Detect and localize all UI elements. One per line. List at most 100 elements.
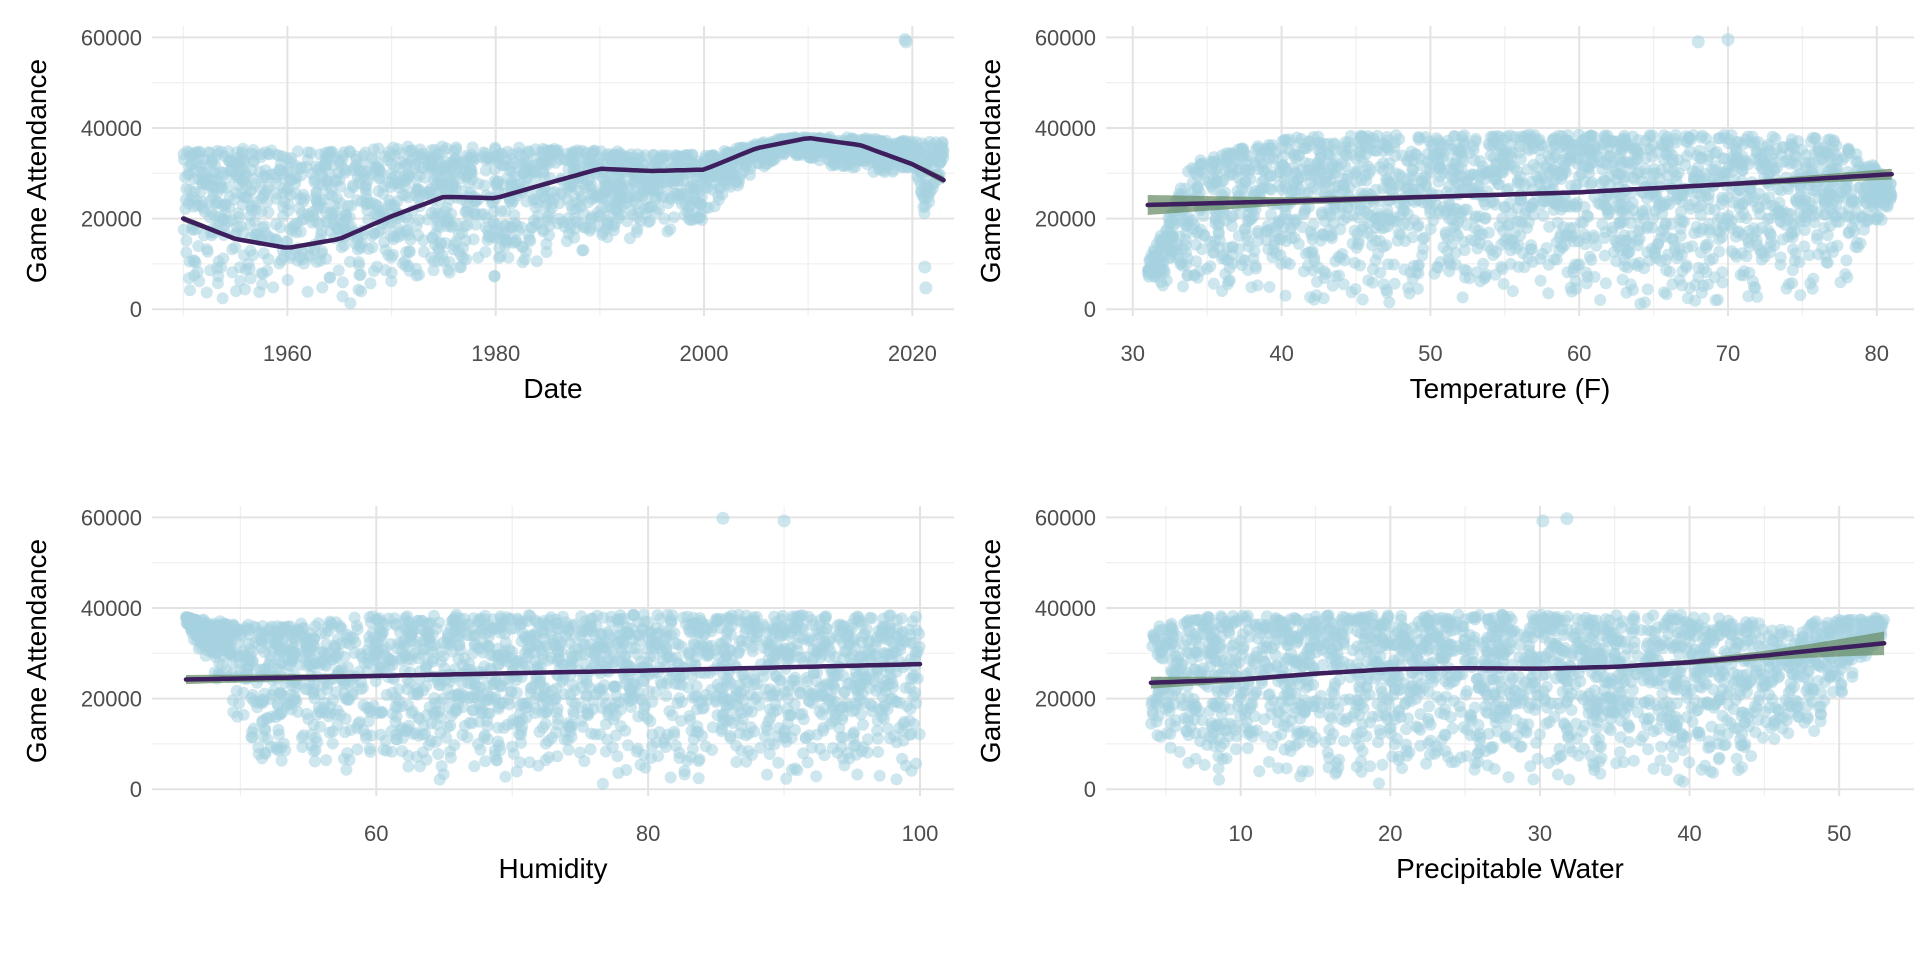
point [1537, 172, 1550, 185]
point [1537, 209, 1550, 222]
point [1460, 264, 1473, 277]
point [1816, 242, 1829, 255]
point [1406, 231, 1419, 244]
point [399, 611, 412, 624]
point [1580, 277, 1593, 290]
point [491, 176, 503, 189]
point [1476, 228, 1489, 241]
point [543, 229, 556, 242]
point [1492, 138, 1505, 151]
point [566, 203, 579, 216]
point [1771, 183, 1784, 196]
point [822, 153, 835, 166]
point [352, 283, 365, 296]
point [369, 198, 382, 211]
point [1649, 205, 1662, 218]
point [1660, 264, 1673, 276]
point [1424, 207, 1437, 219]
point [385, 266, 398, 279]
point [1795, 195, 1808, 208]
point [1780, 282, 1793, 295]
point [421, 186, 433, 199]
point [1329, 270, 1342, 283]
panel-temperature: 0 20000 40000 60000 30 40 50 60 70 80 Temperature … [960, 0, 1920, 480]
point [1318, 265, 1330, 278]
point [1317, 292, 1330, 305]
point [1582, 210, 1595, 223]
point [347, 181, 360, 194]
point [1567, 262, 1580, 275]
point [1474, 275, 1487, 288]
point [1600, 148, 1613, 161]
point [1191, 180, 1203, 193]
point [667, 211, 680, 224]
point [1413, 133, 1425, 146]
point [505, 220, 518, 233]
point [1764, 229, 1777, 242]
point [623, 157, 636, 170]
point [1195, 157, 1208, 170]
point [1718, 129, 1730, 141]
point [1748, 281, 1760, 294]
point [1379, 139, 1392, 152]
point [226, 266, 239, 279]
point [1557, 221, 1570, 234]
point [212, 270, 225, 283]
point [281, 274, 294, 286]
point [339, 164, 352, 177]
point [1348, 256, 1361, 269]
point [450, 143, 463, 156]
point [512, 147, 525, 160]
point [411, 184, 424, 197]
point [699, 201, 712, 214]
point [447, 157, 460, 170]
point [374, 166, 387, 179]
point [1806, 200, 1819, 213]
point [488, 205, 501, 218]
point [425, 251, 438, 264]
point [1359, 169, 1372, 182]
point [1725, 165, 1738, 178]
point [713, 182, 726, 194]
point [582, 155, 595, 167]
point [1535, 153, 1547, 166]
point [1660, 288, 1673, 301]
y-tick-label: 40000 [81, 116, 142, 141]
point [258, 220, 271, 233]
point [1297, 208, 1310, 221]
point [1628, 258, 1641, 271]
point [1570, 200, 1582, 213]
point [1594, 294, 1607, 306]
x-tick-label: 70 [1716, 341, 1740, 366]
point [1869, 190, 1882, 203]
point [1573, 128, 1585, 141]
point [1181, 252, 1194, 265]
point [1613, 218, 1626, 231]
point [1695, 286, 1708, 299]
point [1842, 225, 1855, 238]
point [1757, 147, 1770, 159]
point [1226, 220, 1238, 232]
point [1167, 219, 1180, 232]
y-axis-title: Game Attendance [21, 59, 52, 283]
point [519, 174, 532, 187]
point [1612, 168, 1624, 180]
point [1406, 164, 1419, 176]
point [1506, 285, 1519, 298]
point [402, 260, 415, 273]
point [1254, 152, 1267, 165]
point [1755, 221, 1768, 234]
point [490, 150, 503, 163]
point [801, 756, 814, 769]
point [1402, 179, 1415, 192]
point [1354, 199, 1367, 212]
point [1392, 227, 1405, 240]
point [1867, 160, 1880, 173]
point [280, 184, 293, 197]
point [657, 190, 670, 203]
point [200, 286, 213, 299]
point [1679, 130, 1692, 143]
point [1830, 198, 1843, 211]
point [1511, 215, 1523, 228]
point [1711, 293, 1724, 306]
